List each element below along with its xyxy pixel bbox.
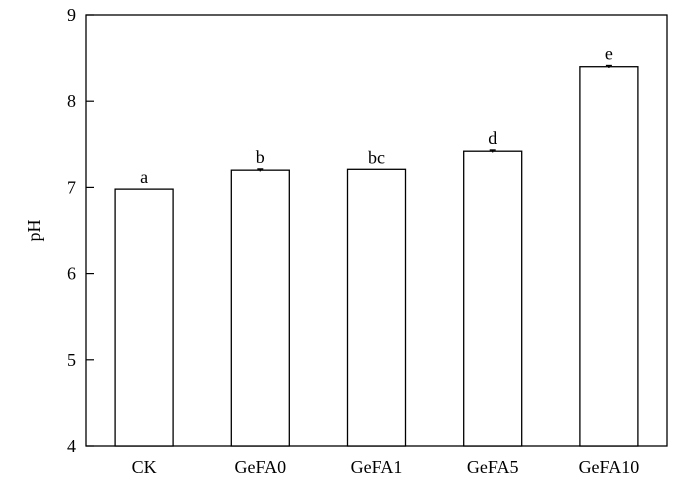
bar — [463, 150, 523, 447]
y-tick-label: 5 — [67, 350, 76, 370]
x-tick-label: GeFA10 — [579, 457, 640, 477]
y-tick-label: 8 — [67, 91, 76, 111]
y-tick-label: 9 — [67, 5, 76, 25]
y-axis-ticks: 4 5 6 7 8 9 — [67, 5, 94, 456]
bar — [346, 168, 407, 447]
x-tick-label: GeFA1 — [351, 457, 403, 477]
significance-label: b — [256, 147, 265, 167]
significance-label: e — [605, 43, 613, 63]
significance-label: a — [140, 167, 148, 187]
y-tick-label: 6 — [67, 264, 76, 284]
x-axis-labels: CK GeFA0 GeFA1 GeFA5 GeFA10 — [132, 457, 640, 477]
bar — [114, 188, 174, 447]
x-tick-label: GeFA5 — [467, 457, 519, 477]
y-tick-label: 4 — [67, 436, 76, 456]
bars: a b bc d e — [114, 43, 639, 447]
bar — [230, 169, 290, 447]
x-tick-label: CK — [132, 457, 157, 477]
significance-label: bc — [368, 147, 385, 167]
y-axis-label: pH — [24, 220, 44, 242]
bar — [579, 66, 639, 447]
y-tick-label: 7 — [67, 177, 76, 197]
significance-label: d — [488, 128, 497, 148]
x-tick-label: GeFA0 — [234, 457, 286, 477]
